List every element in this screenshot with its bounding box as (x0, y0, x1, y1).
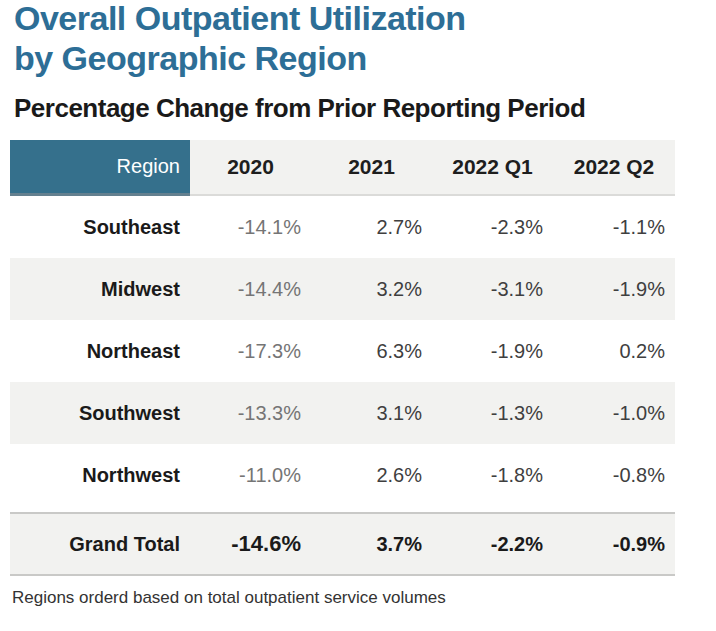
footnote: Regions orderd based on total outpatient… (12, 588, 706, 608)
value-cell: -1.3% (432, 382, 553, 444)
page-subtitle: Percentage Change from Prior Reporting P… (14, 93, 706, 123)
value-cell: -14.1% (190, 196, 311, 258)
page-title-line2: by Geographic Region (14, 39, 367, 77)
value-cell: 2.6% (311, 444, 432, 506)
value-cell: -14.4% (190, 258, 311, 320)
row-label: Southeast (10, 196, 190, 258)
page-title: Overall Outpatient Utilizationby Geograp… (14, 0, 706, 78)
column-header-2022-q1: 2022 Q1 (432, 140, 553, 196)
value-cell: -1.1% (553, 196, 675, 258)
report-page: Overall Outpatient Utilizationby Geograp… (0, 0, 716, 608)
value-cell: -13.3% (190, 382, 311, 444)
value-cell: -3.1% (432, 258, 553, 320)
table-row-midwest: Midwest -14.4% 3.2% -3.1% -1.9% (10, 258, 675, 320)
table-row-southwest: Southwest -13.3% 3.1% -1.3% -1.0% (10, 382, 675, 444)
grand-total-value: 3.7% (311, 514, 432, 574)
grand-total-value: -0.9% (553, 514, 675, 574)
table-header-row: Region 2020 2021 2022 Q1 2022 Q2 (10, 140, 675, 196)
column-header-2021: 2021 (311, 140, 432, 196)
page-title-line1: Overall Outpatient Utilization (14, 0, 466, 37)
value-cell: 2.7% (311, 196, 432, 258)
grand-total-row: Grand Total -14.6% 3.7% -2.2% -0.9% (10, 512, 675, 576)
row-label: Northeast (10, 320, 190, 382)
grand-total-value: -2.2% (432, 514, 553, 574)
value-cell: 0.2% (553, 320, 675, 382)
table-row-southeast: Southeast -14.1% 2.7% -2.3% -1.1% (10, 196, 675, 258)
value-cell: -2.3% (432, 196, 553, 258)
table-row-northwest: Northwest -11.0% 2.6% -1.8% -0.8% (10, 444, 675, 506)
column-header-2022-q2: 2022 Q2 (553, 140, 675, 196)
value-cell: 3.2% (311, 258, 432, 320)
column-header-region: Region (10, 140, 190, 196)
column-header-2020: 2020 (190, 140, 311, 196)
row-label: Northwest (10, 444, 190, 506)
value-cell: 3.1% (311, 382, 432, 444)
row-label: Southwest (10, 382, 190, 444)
row-label: Midwest (10, 258, 190, 320)
value-cell: -17.3% (190, 320, 311, 382)
grand-total-value: -14.6% (190, 514, 311, 574)
value-cell: -1.8% (432, 444, 553, 506)
value-cell: -1.0% (553, 382, 675, 444)
value-cell: -1.9% (432, 320, 553, 382)
value-cell: -0.8% (553, 444, 675, 506)
utilization-table: Region 2020 2021 2022 Q1 2022 Q2 Southea… (10, 140, 675, 576)
value-cell: -11.0% (190, 444, 311, 506)
value-cell: 6.3% (311, 320, 432, 382)
value-cell: -1.9% (553, 258, 675, 320)
grand-total-label: Grand Total (10, 514, 190, 574)
table-row-northeast: Northeast -17.3% 6.3% -1.9% 0.2% (10, 320, 675, 382)
